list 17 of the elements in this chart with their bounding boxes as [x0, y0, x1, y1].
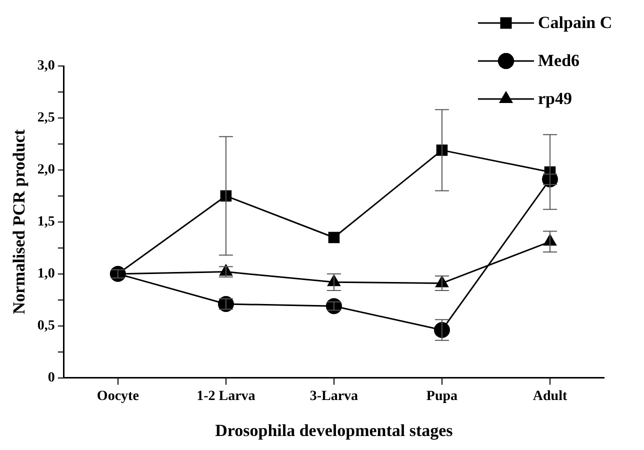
y-tick-label: 0,5 [37, 318, 55, 334]
x-tick-label: 3-Larva [310, 388, 358, 404]
x-tick-label: Adult [532, 388, 568, 404]
y-tick-label: 1,5 [37, 214, 55, 230]
y-axis-title: Normalised PCR product [10, 129, 29, 314]
x-tick-label: Pupa [426, 388, 458, 404]
y-tick-label: 2,0 [37, 162, 55, 178]
legend-label: rp49 [538, 89, 572, 109]
x-tick-label: 1-2 Larva [196, 388, 256, 404]
y-tick-label: 0 [48, 370, 55, 386]
x-tick-label: Oocyte [96, 388, 139, 404]
y-tick-label: 1,0 [37, 266, 55, 282]
legend-label: Med6 [538, 51, 580, 71]
y-tick-label: 3,0 [37, 58, 55, 74]
legend-label: Calpain C [538, 13, 612, 33]
x-axis-title: Drosophila developmental stages [215, 421, 454, 440]
y-tick-label: 2,5 [37, 110, 55, 126]
